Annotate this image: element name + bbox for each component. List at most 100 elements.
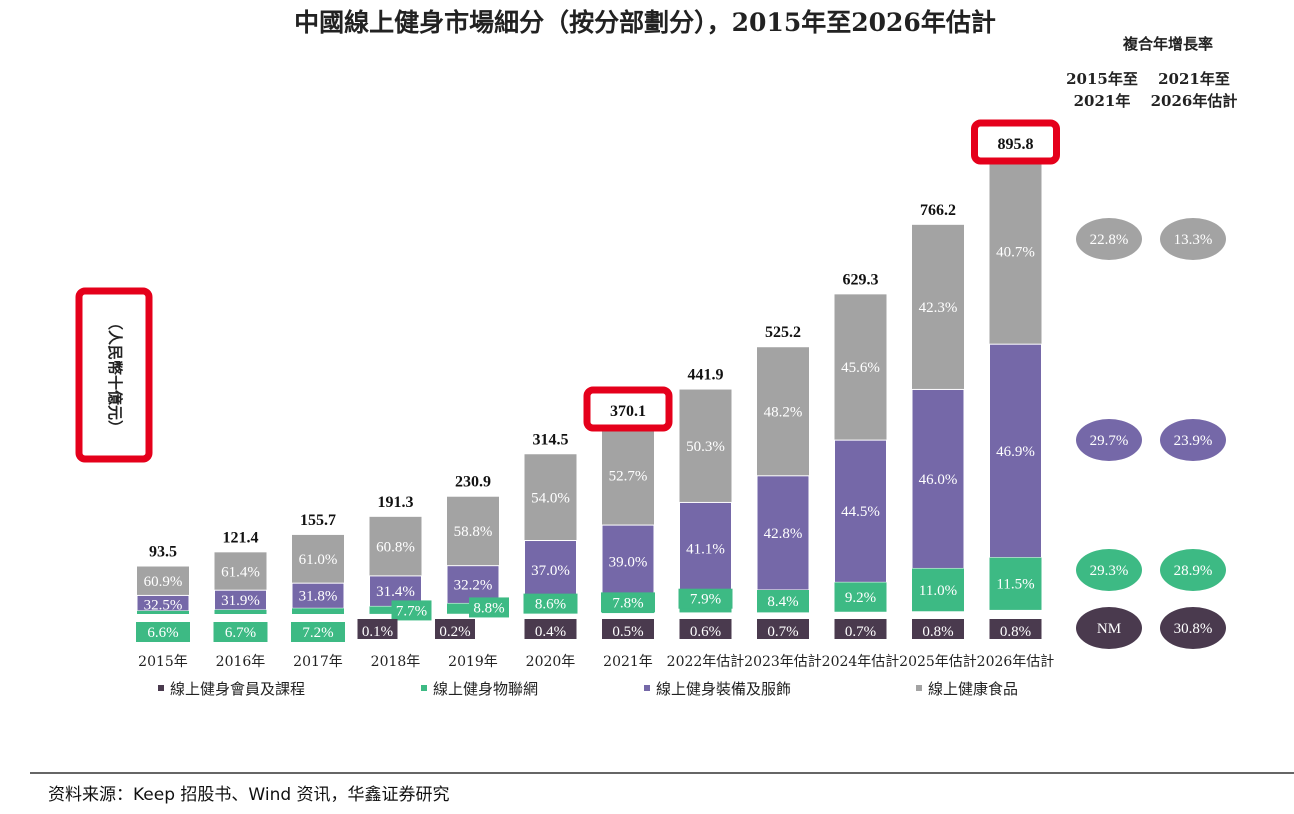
x-axis-labels: 2015年 2016年 2017年 2018年 2019年 2020年 2021年 2022年… bbox=[138, 654, 1054, 670]
label-equipment-apparel: 31.9% bbox=[221, 593, 260, 609]
label-health-food: 61.0% bbox=[299, 552, 338, 568]
bar-total-label: 895.8 bbox=[998, 136, 1034, 153]
bar-segment-health-food bbox=[757, 347, 809, 476]
y-axis-label-text: （人民幣十億元） bbox=[106, 315, 124, 435]
label-health-food: 40.7% bbox=[996, 245, 1035, 261]
label-equipment-apparel: 44.5% bbox=[841, 504, 880, 520]
cagr-pill bbox=[1160, 419, 1226, 461]
x-tick-label: 2016年 bbox=[216, 654, 266, 670]
label-iot: 8.8% bbox=[473, 600, 504, 616]
bar-segment-equipment-apparel bbox=[756, 475, 810, 591]
bar-segment-health-food bbox=[447, 496, 499, 566]
label-iot: 11.0% bbox=[919, 583, 957, 599]
label-membership-courses: 0.5% bbox=[612, 624, 643, 640]
cagr-pill bbox=[1076, 607, 1142, 649]
label-equipment-apparel: 31.4% bbox=[376, 584, 415, 600]
label-iot: 8.4% bbox=[767, 594, 798, 610]
cagr-pill-value: 23.9% bbox=[1174, 433, 1213, 449]
label-equipment-apparel: 42.8% bbox=[764, 526, 803, 542]
bar-segment-iot bbox=[834, 582, 887, 612]
label-equipment-apparel: 46.9% bbox=[996, 444, 1035, 460]
label-membership-courses: 0.8% bbox=[1000, 624, 1031, 640]
total-highlight-box bbox=[971, 119, 1060, 165]
cagr-col1-line2: 2021年 bbox=[1074, 92, 1131, 110]
label-membership-courses: 0.2% bbox=[439, 624, 470, 640]
label-health-food: 48.2% bbox=[764, 405, 803, 421]
bar-total-label: 191.3 bbox=[378, 494, 414, 511]
bar-segment-equipment-apparel bbox=[524, 540, 577, 601]
cagr-col2-line2: 2026年估計 bbox=[1151, 92, 1238, 110]
bar-segment-health-food bbox=[137, 566, 189, 596]
label-health-food: 50.3% bbox=[686, 439, 725, 455]
label-health-food: 54.0% bbox=[531, 490, 570, 506]
bar-segment-equipment-apparel bbox=[446, 565, 500, 604]
label-iot: 8.6% bbox=[535, 597, 566, 613]
legend: 線上健身會員及課程 線上健身物聯網 線上健身裝備及服飾 線上健康食品 bbox=[158, 680, 1018, 698]
bar-segment-health-food bbox=[834, 294, 887, 441]
label-iot: 6.6% bbox=[147, 625, 178, 641]
label-health-food: 52.7% bbox=[609, 469, 648, 485]
x-tick-label: 2025年估計 bbox=[899, 654, 977, 670]
label-equipment-apparel: 41.1% bbox=[686, 542, 725, 558]
label-iot-badge bbox=[291, 622, 345, 642]
x-tick-label: 2021年 bbox=[603, 654, 653, 670]
bar-segment-membership-courses bbox=[524, 619, 577, 639]
legend-swatch bbox=[644, 685, 650, 691]
bar-total-label: 93.5 bbox=[149, 544, 177, 561]
legend-label: 線上健身裝備及服飾 bbox=[656, 680, 791, 698]
cagr-pill bbox=[1076, 419, 1142, 461]
cagr-pill bbox=[1076, 549, 1142, 591]
bar-total-label: 766.2 bbox=[920, 202, 956, 219]
legend-swatch bbox=[421, 685, 427, 691]
bar-segment-health-food bbox=[602, 426, 654, 526]
bar-segment-membership-courses bbox=[357, 619, 398, 639]
label-membership-courses: 0.6% bbox=[690, 624, 721, 640]
label-equipment-apparel: 39.0% bbox=[609, 555, 648, 571]
bar-segment-iot bbox=[137, 610, 189, 614]
total-highlight-box bbox=[583, 386, 673, 432]
cagr-header: 複合年增長率 2015年至 2021年 2021年至 2026年估計 bbox=[1066, 35, 1237, 110]
label-membership-courses: 0.8% bbox=[922, 624, 953, 640]
y-axis-label: （人民幣十億元） bbox=[75, 287, 153, 463]
legend-swatch bbox=[916, 685, 922, 691]
label-equipment-apparel: 46.0% bbox=[919, 472, 958, 488]
bar-segment-membership-courses bbox=[435, 619, 475, 639]
label-membership-courses: 0.7% bbox=[845, 624, 876, 640]
bar-segment-health-food bbox=[292, 534, 344, 584]
bar-segment-equipment-apparel bbox=[911, 388, 965, 569]
cagr-col2-line1: 2021年至 bbox=[1158, 70, 1230, 88]
cagr-pill-value: 29.3% bbox=[1090, 563, 1129, 579]
label-membership-courses: 0.7% bbox=[767, 624, 798, 640]
label-iot-badge bbox=[523, 593, 578, 614]
bar-segment-membership-courses bbox=[912, 619, 964, 639]
cagr-pill-value: 29.7% bbox=[1090, 433, 1129, 449]
bar-segment-health-food bbox=[679, 389, 732, 503]
bar-total-label: 441.9 bbox=[688, 367, 724, 384]
bar-segment-health-food bbox=[524, 454, 577, 541]
cagr-pill-value: 22.8% bbox=[1090, 232, 1129, 248]
bar-total-label: 525.2 bbox=[765, 324, 801, 341]
label-membership-courses: 0.1% bbox=[362, 624, 393, 640]
label-iot-badge bbox=[136, 622, 190, 642]
bar-segment-equipment-apparel bbox=[214, 589, 267, 611]
label-health-food: 60.9% bbox=[144, 574, 183, 590]
chart-title: 中國線上健身市場細分（按分部劃分），2015年至2026年估計 bbox=[294, 8, 996, 37]
bar-segment-health-food bbox=[912, 224, 964, 390]
bar-segment-equipment-apparel bbox=[679, 501, 732, 596]
label-health-food: 45.6% bbox=[841, 360, 880, 376]
cagr-pill-value: 30.8% bbox=[1174, 621, 1213, 637]
bar-segment-health-food bbox=[214, 552, 267, 591]
label-equipment-apparel: 32.5% bbox=[144, 597, 183, 613]
cagr-pill-value: 28.9% bbox=[1174, 563, 1213, 579]
label-iot-badge bbox=[469, 597, 509, 618]
bar-segment-equipment-apparel bbox=[834, 439, 887, 583]
cagr-col1-line1: 2015年至 bbox=[1066, 70, 1138, 88]
label-iot: 6.7% bbox=[225, 625, 256, 641]
bar-segment-membership-courses bbox=[989, 619, 1042, 639]
x-tick-label: 2017年 bbox=[293, 654, 343, 670]
label-iot-badge bbox=[391, 600, 432, 621]
cagr-pill-value: NM bbox=[1097, 621, 1121, 637]
label-iot-badge bbox=[678, 588, 733, 609]
x-tick-label: 2020年 bbox=[526, 654, 576, 670]
